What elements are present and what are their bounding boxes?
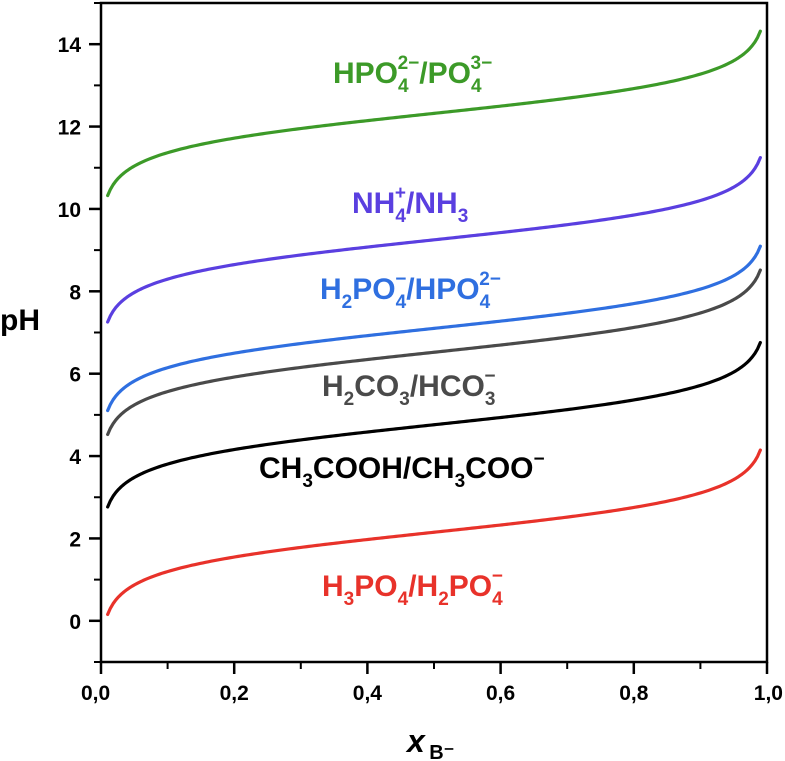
label-superscript: − xyxy=(534,449,545,470)
label-superscript: − xyxy=(492,566,503,587)
x-tick-label: 0,8 xyxy=(619,682,649,705)
y-tick-label: 0 xyxy=(69,611,81,634)
series-line-carbonic xyxy=(106,268,762,437)
label-text: PO xyxy=(354,570,397,603)
label-subscript: 4 xyxy=(471,76,482,97)
x-axis-label-subscript: B⁻ xyxy=(429,742,454,761)
label-text: H xyxy=(322,370,344,403)
x-tick-label: 0,6 xyxy=(486,682,515,705)
label-subscript: 3 xyxy=(458,206,469,227)
label-subscript: 4 xyxy=(480,292,491,313)
y-tick-label: 12 xyxy=(58,117,81,140)
label-subscript: 3 xyxy=(485,389,496,410)
series-label-h2po4: H2​PO4−​/HPO42−​ xyxy=(320,269,501,313)
label-subscript: 3 xyxy=(399,389,410,410)
label-subscript: 4 xyxy=(395,206,406,227)
label-text: /HCO xyxy=(410,370,485,403)
label-subscript: 4 xyxy=(398,76,409,97)
label-text: /HPO xyxy=(406,273,479,306)
x-axis-tick-labels: 0,0 0,2 0,4 0,6 0,8 1,0 xyxy=(81,682,783,705)
series-line-hpo4 xyxy=(106,29,762,198)
x-axis-label: x B⁻ xyxy=(405,723,454,761)
label-text: PO xyxy=(449,570,492,603)
label-subscript: 4 xyxy=(396,292,407,313)
label-subscript: 3 xyxy=(302,471,313,492)
label-superscript: 2− xyxy=(479,269,501,290)
label-text: COO xyxy=(465,452,533,485)
series-label-acetic: CH3​COOH/CH3​COO−​ xyxy=(259,449,545,492)
label-subscript: 3 xyxy=(344,589,355,610)
series-lines xyxy=(106,29,762,617)
label-superscript: + xyxy=(395,183,406,204)
series-label-carbonic: H2​CO3​/HCO3−​ xyxy=(322,366,496,410)
label-text: CH xyxy=(259,452,302,485)
label-text: /NH xyxy=(406,187,458,220)
label-text: H xyxy=(320,273,342,306)
label-subscript: 3 xyxy=(455,471,466,492)
label-text: CO xyxy=(354,370,399,403)
x-tick-label: 0,0 xyxy=(81,682,110,705)
x-tick-label: 1,0 xyxy=(754,682,783,705)
label-superscript: 3− xyxy=(471,53,493,74)
label-subscript: 2 xyxy=(438,589,449,610)
x-tick-label: 0,4 xyxy=(353,682,383,705)
series-line-h2po4 xyxy=(106,244,762,413)
label-superscript: − xyxy=(395,269,406,290)
x-axis-ticks xyxy=(99,662,769,674)
series-label-hpo4: HPO42−​/PO43−​ xyxy=(333,53,492,97)
series-line-acetic xyxy=(106,340,762,509)
y-tick-label: 14 xyxy=(58,34,82,57)
y-axis-label: pH xyxy=(0,304,40,337)
label-superscript: 2− xyxy=(398,53,420,74)
label-subscript: 4 xyxy=(492,589,503,610)
y-tick-label: 2 xyxy=(69,528,81,551)
x-tick-label: 0,2 xyxy=(220,682,249,705)
x-axis-label-main: x xyxy=(405,723,426,759)
label-text: PO xyxy=(352,273,395,306)
label-subscript: 2 xyxy=(344,389,355,410)
series-label-h3po4: H3​PO4​/H2​PO4−​ xyxy=(322,566,503,610)
series-labels: H3​PO4​/H2​PO4−​CH3​COOH/CH3​COO−​H2​CO3… xyxy=(259,53,545,610)
label-superscript: − xyxy=(484,366,495,387)
label-text: COOH/CH xyxy=(313,452,455,485)
y-axis-tick-labels: 0 2 4 6 8 10 12 14 xyxy=(58,34,82,634)
y-tick-label: 8 xyxy=(69,281,81,304)
y-tick-label: 4 xyxy=(69,446,81,469)
y-tick-label: 10 xyxy=(58,199,81,222)
label-subscript: 4 xyxy=(398,589,409,610)
label-text: H xyxy=(322,570,344,603)
y-tick-label: 6 xyxy=(69,364,81,387)
label-text: /PO xyxy=(419,57,471,90)
label-text: NH xyxy=(352,187,395,220)
label-text: HPO xyxy=(333,57,398,90)
series-label-ammonium: NH4+​/NH3​ xyxy=(352,183,468,227)
y-axis-ticks xyxy=(89,2,101,663)
series-line-h3po4 xyxy=(106,448,762,617)
series-line-ammonium xyxy=(106,156,762,324)
label-text: /H xyxy=(408,570,438,603)
label-subscript: 2 xyxy=(342,292,353,313)
